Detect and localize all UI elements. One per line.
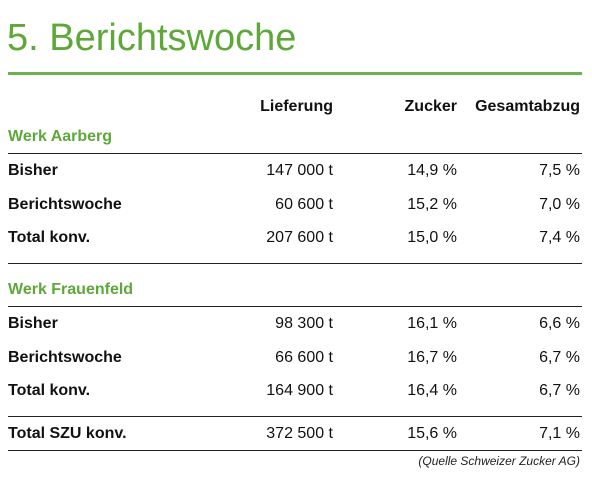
column-header: Zucker (404, 98, 457, 115)
row-cell: 66 600 t (275, 348, 333, 366)
column-header: Gesamtabzug (475, 98, 580, 115)
section-title: Werk Aarberg (8, 128, 113, 145)
rule (8, 263, 582, 264)
row-cell: 164 900 t (266, 382, 333, 399)
row-label: Total konv. (8, 382, 91, 399)
rule (8, 306, 582, 307)
total-row-cell: 372 500 t (266, 425, 333, 442)
row-cell: 7,0 % (539, 195, 580, 213)
source-note: (Quelle Schweizer Zucker AG) (418, 454, 580, 468)
row-label: Total konv. (8, 229, 91, 246)
row-cell: 207 600 t (266, 229, 333, 246)
title-rule (8, 72, 582, 75)
row-cell: 6,7 % (539, 382, 580, 399)
row-cell: 98 300 t (275, 315, 333, 332)
row-label: Berichtswoche (8, 195, 122, 213)
rule (8, 153, 582, 154)
rule (8, 416, 582, 417)
rule (8, 450, 582, 451)
total-row-cell: 7,1 % (539, 425, 580, 442)
row-label: Bisher (8, 315, 58, 332)
row-cell: 147 000 t (266, 162, 333, 179)
row-cell: 6,6 % (539, 315, 580, 332)
total-row-cell: 15,6 % (407, 425, 457, 442)
row-cell: 7,4 % (539, 229, 580, 246)
row-cell: 16,1 % (407, 315, 457, 332)
row-cell: 16,7 % (407, 348, 457, 366)
row-cell: 15,0 % (407, 229, 457, 246)
row-cell: 15,2 % (407, 195, 457, 213)
row-label: Bisher (8, 162, 58, 179)
row-cell: 16,4 % (407, 382, 457, 399)
row-cell: 6,7 % (539, 348, 580, 366)
row-cell: 60 600 t (275, 195, 333, 213)
section-title: Werk Frauenfeld (8, 281, 134, 298)
row-cell: 7,5 % (539, 162, 580, 179)
row-label: Berichtswoche (8, 348, 122, 366)
total-row-label: Total SZU konv. (8, 425, 127, 442)
column-header: Lieferung (260, 98, 333, 115)
row-cell: 14,9 % (407, 162, 457, 179)
page-title: 5. Berichtswoche (7, 17, 297, 59)
